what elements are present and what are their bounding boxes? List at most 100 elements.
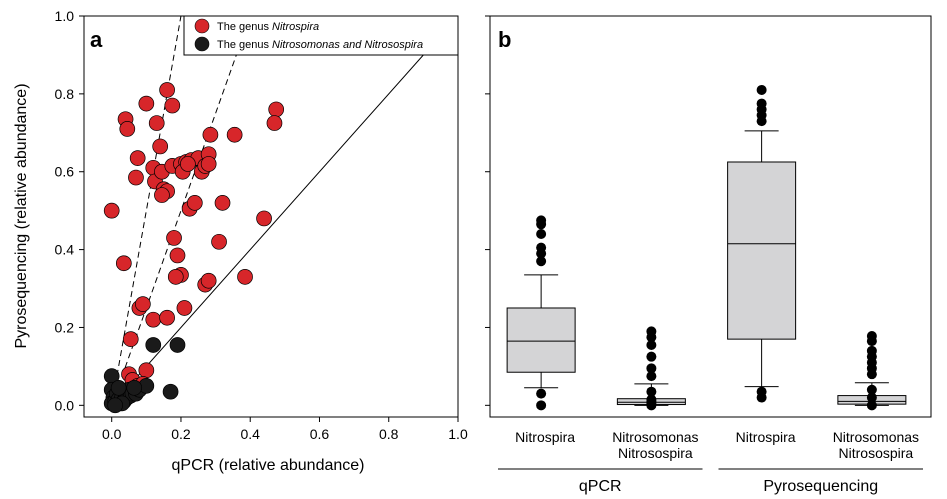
category-label: Nitrosospira (839, 445, 914, 461)
point-nitrosomonas (169, 337, 186, 353)
reference-line (111, 15, 459, 406)
point-nitrospira (166, 230, 182, 246)
legend-marker-nitrospira (194, 18, 210, 34)
outlier-point (646, 363, 657, 374)
panel-a-scatter: a 0.0 0.2 0.4 0.6 0.8 1.0 0.00.20.40.60.81.0 … (13, 8, 468, 474)
point-nitrospira (103, 202, 120, 219)
point-nitrospira (268, 101, 285, 118)
outlier-point (536, 215, 547, 226)
x-tick-label: 0.4 (240, 426, 260, 442)
point-nitrospira (202, 126, 219, 143)
outlier-point (536, 229, 547, 240)
point-nitrospira (119, 121, 136, 137)
outlier-point (646, 351, 657, 362)
point-nitrospira (186, 195, 203, 211)
point-nitrospira (164, 97, 181, 114)
outlier-point (866, 384, 877, 395)
legend: The genus Nitrospira The genus Nitrosomo… (183, 15, 459, 56)
point-nitrospira (237, 268, 253, 285)
point-nitrospira (138, 362, 155, 379)
y-tick-label: 0.0 (55, 397, 75, 413)
outlier-point (866, 345, 877, 356)
outlier-point (646, 326, 657, 337)
point-nitrospira (167, 268, 184, 285)
point-nitrospira (159, 309, 175, 326)
box-iqr (506, 307, 576, 373)
x-axis-title: qPCR (relative abundance) (172, 457, 365, 474)
x-axis-ticks: 0.0 0.2 0.4 0.6 0.8 1.0 (102, 417, 468, 442)
outlier-point (646, 394, 657, 405)
point-nitrospira (145, 311, 162, 328)
reference-lines (111, 15, 459, 406)
point-nitrospira (256, 210, 272, 227)
point-nitrospira (152, 138, 169, 155)
outlier-point (646, 339, 657, 350)
y-axis-ticks: 0.0 0.2 0.4 0.6 0.8 1.0 (55, 8, 84, 413)
outlier-point (646, 386, 657, 397)
point-nitrosomonas (110, 379, 127, 396)
outlier-point (536, 388, 547, 399)
outlier-point (866, 392, 877, 403)
scatter-points (103, 82, 285, 414)
x-tick-label: 0.0 (102, 426, 122, 442)
point-nitrospira (129, 150, 146, 166)
group-label: Pyrosequencing (763, 478, 878, 495)
y-tick-label: 0.4 (55, 242, 75, 258)
y-axis-title: Pyrosequencing (relative abundance) (13, 83, 30, 348)
point-nitrosomonas (107, 397, 124, 414)
point-nitrosomonas (126, 379, 143, 396)
outlier-point (756, 386, 767, 397)
y-tick-label: 0.6 (55, 164, 75, 180)
outlier-point (756, 98, 767, 109)
category-label: Nitrosomonas (612, 429, 698, 445)
legend-label-nitrospira: The genus Nitrospira (217, 21, 319, 33)
y-tick-label: 0.8 (55, 86, 75, 102)
point-nitrospira (226, 126, 243, 143)
point-nitrospira (159, 82, 175, 98)
point-nitrospira (169, 247, 186, 264)
point-nitrospira (138, 95, 155, 112)
category-label: Nitrosospira (618, 445, 693, 461)
point-nitrospira (176, 300, 193, 316)
x-tick-label: 0.6 (310, 426, 330, 442)
group-label: qPCR (579, 478, 622, 495)
y-tick-label: 0.2 (55, 319, 75, 335)
panel-b-letter: b (498, 27, 511, 52)
category-label: Nitrospira (736, 429, 796, 445)
point-nitrospira (115, 255, 132, 272)
legend-marker-nitrosomonas (194, 36, 210, 52)
reference-line (111, 15, 251, 406)
panel-b-boxplot: b Nitrospira NitrosomonasNitrosospiraNitr… (485, 15, 932, 495)
outlier-point (866, 400, 877, 411)
point-nitrospira (180, 156, 196, 172)
point-nitrospira (200, 156, 217, 172)
outlier-point (756, 84, 767, 95)
point-nitrospira (266, 115, 283, 131)
outlier-point (536, 256, 547, 267)
outlier-point (536, 242, 547, 253)
point-nitrospira (148, 115, 165, 131)
point-nitrospira (122, 331, 139, 347)
y-tick-label: 1.0 (55, 8, 75, 24)
point-nitrospira (211, 233, 227, 250)
x-tick-label: 0.8 (379, 426, 399, 442)
point-nitrospira (200, 272, 217, 289)
category-label: Nitrosomonas (833, 429, 919, 445)
category-labels: Nitrospira NitrosomonasNitrosospiraNitros… (515, 429, 919, 461)
outlier-point (646, 371, 657, 382)
point-nitrospira (128, 169, 144, 186)
x-tick-label: 0.2 (171, 426, 191, 442)
point-nitrosomonas (145, 337, 162, 353)
outlier-point (536, 400, 547, 411)
panel-a-letter: a (90, 27, 103, 52)
box-plots (506, 84, 907, 411)
legend-label-nitrosomonas: The genus Nitrosomonas and Nitrosospira (217, 39, 423, 51)
point-nitrospira (135, 296, 151, 312)
outlier-point (866, 331, 877, 342)
category-label: Nitrospira (515, 429, 575, 445)
x-tick-label: 1.0 (448, 426, 468, 442)
legend-box (183, 15, 459, 56)
point-nitrosomonas (162, 383, 179, 400)
y-axis-ticks-b (485, 15, 490, 406)
